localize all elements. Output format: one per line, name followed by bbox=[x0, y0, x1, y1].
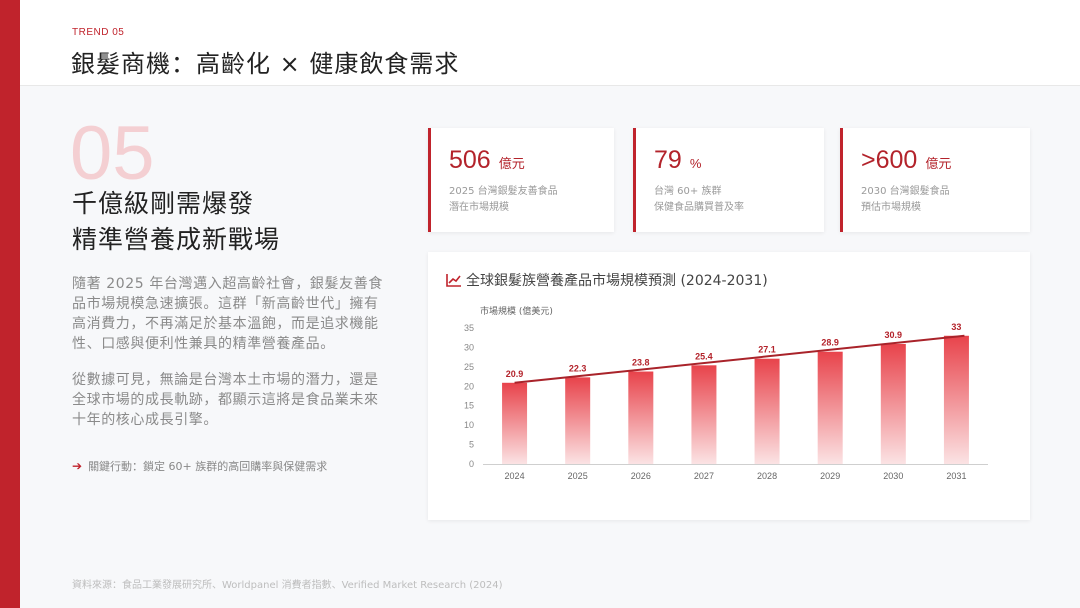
y-tick-label: 15 bbox=[464, 401, 474, 411]
section-number: 05 bbox=[70, 111, 155, 196]
y-tick-label: 10 bbox=[464, 420, 474, 430]
stat-card-forecast: >600 億元 2030 台灣銀髮食品 預估市場規模 bbox=[840, 128, 1030, 232]
y-axis-label: 市場規模 (億美元) bbox=[480, 305, 553, 317]
data-label: 27.1 bbox=[758, 345, 776, 355]
bar-chart: 市場規模 (億美元)0510152025303520.9202422.32025… bbox=[464, 305, 988, 481]
arrow-right-icon: ➔ bbox=[72, 459, 83, 473]
y-tick-label: 30 bbox=[464, 342, 474, 352]
stat-card-market-size: 506 億元 2025 台灣銀髮友善食品 潛在市場規模 bbox=[428, 128, 614, 232]
data-label: 25.4 bbox=[695, 351, 713, 361]
accent-sidebar-bar bbox=[0, 0, 20, 608]
y-tick-label: 5 bbox=[469, 440, 474, 450]
x-tick-label: 2029 bbox=[820, 471, 840, 481]
x-tick-label: 2030 bbox=[883, 471, 903, 481]
headline-line-1: 千億級剛需爆發 bbox=[72, 189, 255, 218]
y-tick-label: 0 bbox=[469, 459, 474, 469]
slide-title: 銀髮商機：高齡化 × 健康飲食需求 bbox=[71, 50, 460, 78]
stat-desc-line-2: 預估市場規模 bbox=[861, 202, 921, 213]
stat-desc-line-1: 台灣 60+ 族群 bbox=[654, 186, 722, 197]
stat-desc-line-1: 2025 台灣銀髮友善食品 bbox=[449, 186, 558, 197]
bar-2028 bbox=[754, 358, 780, 464]
section-headline: 千億級剛需爆發 精準營養成新戰場 bbox=[72, 186, 280, 258]
data-label: 20.9 bbox=[506, 369, 524, 379]
data-label: 22.3 bbox=[569, 363, 587, 373]
data-label: 23.8 bbox=[632, 358, 650, 368]
stat-desc-line-1: 2030 台灣銀髮食品 bbox=[861, 186, 950, 197]
bar-2030 bbox=[880, 343, 906, 464]
stat-value: 79 bbox=[654, 146, 682, 174]
bar-2031 bbox=[943, 335, 969, 464]
key-action-label: 關鍵行動：鎖定 60+ 族群的高回購率與保健需求 bbox=[88, 460, 328, 473]
bar-2027 bbox=[691, 365, 717, 464]
y-tick-label: 20 bbox=[464, 381, 474, 391]
bar-2025 bbox=[565, 377, 591, 464]
bar-2026 bbox=[628, 371, 654, 464]
chart-title: 全球銀髮族營養產品市場規模預測 (2024-2031) bbox=[446, 270, 768, 290]
data-label: 30.9 bbox=[885, 330, 903, 340]
x-tick-label: 2027 bbox=[694, 471, 714, 481]
stat-value: >600 bbox=[861, 146, 918, 174]
stat-desc-line-2: 保健食品購買普及率 bbox=[654, 202, 744, 213]
x-tick-label: 2031 bbox=[946, 471, 966, 481]
slide-header: TREND 05 銀髮商機：高齡化 × 健康飲食需求 bbox=[20, 0, 1080, 86]
stat-card-penetration: 79% 台灣 60+ 族群 保健食品購買普及率 bbox=[633, 128, 824, 232]
y-tick-label: 35 bbox=[464, 323, 474, 333]
stat-unit: % bbox=[689, 156, 702, 171]
body-paragraph-2: 從數據可見，無論是台灣本土市場的潛力，還是全球市場的成長軌跡，都顯示這將是食品業… bbox=[72, 372, 379, 428]
stat-unit: 億元 bbox=[498, 156, 525, 171]
trend-line bbox=[514, 334, 965, 384]
x-tick-label: 2026 bbox=[631, 471, 651, 481]
body-paragraph-1: 隨著 2025 年台灣邁入超高齡社會，銀髮友善食品市場規模急速擴張。這群「新高齡… bbox=[72, 276, 383, 352]
bar-2029 bbox=[817, 351, 843, 464]
stat-value: 506 bbox=[449, 146, 491, 174]
chart-title-text: 全球銀髮族營養產品市場規模預測 (2024-2031) bbox=[466, 273, 768, 289]
stat-desc-line-2: 潛在市場規模 bbox=[449, 202, 509, 213]
x-tick-label: 2024 bbox=[505, 471, 525, 481]
headline-line-2: 精準營養成新戰場 bbox=[72, 225, 281, 254]
trend-label: TREND 05 bbox=[72, 27, 125, 38]
stat-unit: 億元 bbox=[925, 156, 952, 171]
data-label: 33 bbox=[951, 322, 961, 332]
data-label: 28.9 bbox=[821, 338, 839, 348]
source-footer: 資料來源：食品工業發展研究所、Worldpanel 消費者指數、Verified… bbox=[72, 580, 503, 591]
chart-card: 市場規模 (億美元) 0 5 10 15 20 25 30 35 20.9 2024 22.3 2025… bbox=[428, 252, 1030, 520]
x-tick-label: 2025 bbox=[568, 471, 588, 481]
key-action: ➔ 關鍵行動：鎖定 60+ 族群的高回購率與保健需求 bbox=[72, 458, 327, 474]
line-chart-icon bbox=[446, 274, 461, 287]
bar-2024 bbox=[502, 382, 528, 464]
y-tick-label: 25 bbox=[464, 362, 474, 372]
x-tick-label: 2028 bbox=[757, 471, 777, 481]
